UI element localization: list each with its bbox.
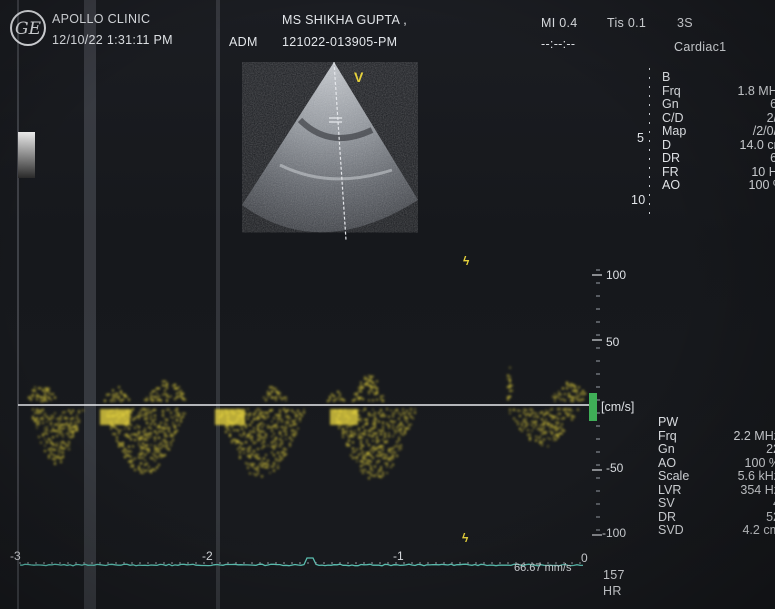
pw-param-key: AO xyxy=(658,455,677,470)
time-label: -1 xyxy=(393,549,404,563)
pw-param-value: 100 % xyxy=(744,455,775,470)
pw-param-row: DR 52 xyxy=(658,509,775,525)
pw-param-row: SVD 4.2 cm xyxy=(658,523,775,538)
pw-param-row: SV 4 xyxy=(658,496,775,511)
bmode-param-row: Map/2/0/0 xyxy=(662,124,775,139)
pw-param-row: Frq 2.2 MHz xyxy=(658,428,775,444)
velocity-tick-50: 50 xyxy=(606,335,620,349)
timer-dashes: --:--:-- xyxy=(541,37,576,51)
bmode-param-key: Map xyxy=(662,124,687,138)
pw-param-value xyxy=(710,416,775,430)
pw-param-row: PW xyxy=(658,415,775,430)
bmode-param-row: C/D 2/2 xyxy=(662,110,775,126)
bmode-param-key: B xyxy=(662,70,671,84)
pw-param-row: LVR 354 Hz xyxy=(658,482,775,498)
bmode-param-row: D 14.0 cm xyxy=(662,137,775,153)
sector-marker: V xyxy=(354,69,364,85)
bmode-param-row: Gn 60 xyxy=(662,97,775,112)
ge-logo: GE xyxy=(10,10,46,46)
ecg-trigger-icon: ϟ xyxy=(463,254,470,268)
pw-param-key: DR xyxy=(658,509,677,524)
scan-streak xyxy=(216,0,220,609)
bmode-param-value: 10 Hz xyxy=(751,164,775,179)
bmode-param-key: FR xyxy=(662,164,679,179)
depth-mark-10: 10 xyxy=(631,193,646,207)
mechanical-index: MI 0.4 xyxy=(541,16,578,30)
ecg-trace xyxy=(19,557,584,567)
time-label: -3 xyxy=(10,549,21,563)
pw-param-value: 52 xyxy=(766,509,775,524)
pw-param-value: 4 xyxy=(710,496,775,511)
clinic-name: APOLLO CLINIC xyxy=(52,12,151,26)
velocity-tick-minus-100: -100 xyxy=(602,526,627,540)
preset-name: Cardiac1 xyxy=(674,40,727,54)
pw-param-key: PW xyxy=(658,415,679,429)
patient-id: 121022-013905-PM xyxy=(282,35,398,49)
bmode-param-row: DR 63 xyxy=(662,151,775,166)
bmode-param-row: Frq 1.8 MHz xyxy=(662,83,775,99)
pw-param-key: SV xyxy=(658,496,675,510)
time-label: -2 xyxy=(202,549,213,563)
patient-name: MS SHIKHA GUPTA , xyxy=(282,13,408,27)
bmode-param-key: DR xyxy=(662,151,681,165)
velocity-tick-minus-50: -50 xyxy=(606,461,624,475)
bmode-param-value: 1.8 MHz xyxy=(737,83,775,98)
pw-param-key: LVR xyxy=(658,482,682,497)
operator: ADM xyxy=(229,35,258,49)
bmode-param-key: Frq xyxy=(662,83,681,98)
pw-param-key: Gn xyxy=(658,442,675,456)
pw-param-value: 5.6 kHz xyxy=(737,469,775,483)
bmode-param-value: /2/0/0 xyxy=(752,124,775,138)
depth-ruler xyxy=(649,68,650,218)
probe-name: 3S xyxy=(677,16,693,30)
velocity-tick-100: 100 xyxy=(606,268,627,282)
bmode-param-key: C/D xyxy=(662,110,684,125)
sweep-speed: 66.67 mm/s xyxy=(514,562,572,574)
exam-datetime: 12/10/22 1:31:11 PM xyxy=(52,33,173,47)
thermal-index: Tis 0.1 xyxy=(607,16,647,30)
pw-param-value: 2.2 MHz xyxy=(733,428,775,443)
pw-param-key: Scale xyxy=(658,469,690,483)
bmode-param-row: AO 100 % xyxy=(662,178,775,193)
doppler-color-chip xyxy=(589,393,597,421)
pw-param-value: 354 Hz xyxy=(740,482,775,497)
heart-rate-unit: HR xyxy=(603,584,622,598)
pw-param-row: Scale 5.6 kHz xyxy=(658,469,775,484)
pw-param-row: AO 100 % xyxy=(658,455,775,471)
bmode-param-key: AO xyxy=(662,178,681,192)
pw-param-row: Gn 22 xyxy=(658,442,775,457)
bmode-param-row: FR 10 Hz xyxy=(662,164,775,180)
velocity-unit: [cm/s] xyxy=(601,400,635,414)
bmode-param-value: 14.0 cm xyxy=(739,137,775,152)
pw-param-value: 22 xyxy=(766,442,775,456)
grayscale-bar xyxy=(18,132,35,178)
bmode-param-key: Gn xyxy=(662,97,679,111)
ecg-trigger-icon: ϟ xyxy=(462,531,469,545)
scan-streak xyxy=(84,0,96,609)
heart-rate-value: 157 xyxy=(603,568,625,582)
pw-param-key: Frq xyxy=(658,428,677,443)
depth-mark-5: 5 xyxy=(637,131,645,145)
pw-param-key: SVD xyxy=(658,523,684,537)
bmode-param-value: 100 % xyxy=(748,178,775,192)
bmode-param-value: 60 xyxy=(770,97,775,111)
bmode-param-key: D xyxy=(662,137,672,152)
bmode-param-value: 63 xyxy=(770,151,775,165)
bmode-param-value: 2/2 xyxy=(766,110,775,125)
time-label: 0 xyxy=(581,551,588,565)
pw-param-value: 4.2 cm xyxy=(742,523,775,537)
scan-streak xyxy=(17,0,19,609)
